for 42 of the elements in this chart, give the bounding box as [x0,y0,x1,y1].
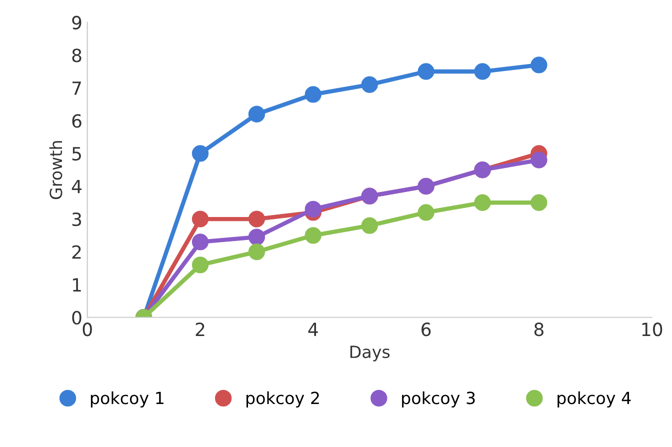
point [418,63,434,80]
y-axis-title: Growth [49,141,62,200]
y-tick-label: 7 [72,82,81,95]
x-tick-label: 2 [196,322,204,336]
y-tick-label: 5 [72,147,81,161]
point [304,86,322,103]
point [530,56,548,74]
x-tick-label: 6 [422,322,431,336]
legend-label: pokcoy 1 [90,391,164,408]
point [530,152,548,168]
point [192,145,209,162]
y-tick-label: 0 [72,310,82,324]
point [304,227,322,244]
point [361,76,378,93]
y-tick-label: 1 [72,278,81,292]
y-tick-label: 3 [72,212,82,226]
x-tick-label: 4 [308,322,318,336]
x-axis-title: Days [350,346,390,362]
y-tick-label: 2 [72,245,81,259]
point [192,234,209,250]
point [248,106,266,122]
x-tick-label: 10 [642,322,662,336]
point [530,194,548,211]
legend-label: pokcoy 3 [402,391,475,408]
point [248,228,266,246]
point [474,194,491,211]
point [248,243,266,260]
point [192,256,209,274]
y-tick-label: 4 [72,180,82,194]
legend-label: pokcoy 2 [246,391,319,408]
x-tick-label: 8 [534,322,544,336]
point [418,204,434,221]
point [192,210,209,228]
y-tick-label: 9 [72,16,82,30]
y-tick-label: 6 [72,114,82,128]
y-tick-label: 8 [72,48,82,62]
point [474,63,491,80]
x-tick-label: 0 [82,322,92,336]
legend-label: pokcoy 4 [558,391,631,408]
point [361,217,378,234]
point [304,200,322,218]
point [248,210,266,228]
